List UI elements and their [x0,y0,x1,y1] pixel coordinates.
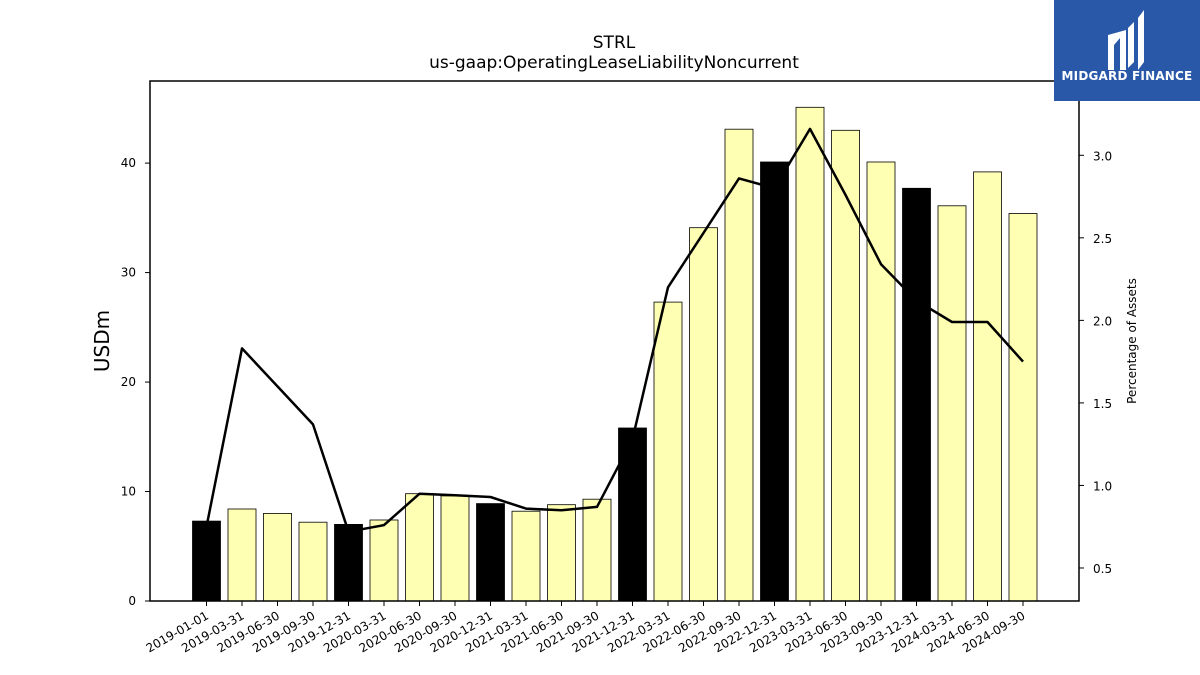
bar [618,427,647,602]
bar [369,519,399,602]
bar [547,504,576,602]
y-tick-label: 20 [121,375,136,389]
bar [724,128,754,602]
bar [973,171,1002,602]
bar [653,301,683,602]
bar [298,521,328,602]
y2-tick-label: 0.5 [1093,562,1112,576]
y2-tick-label: 2.5 [1093,232,1112,246]
bar [902,187,931,602]
bar [795,106,825,602]
plot-frame [149,80,1080,602]
y-tick-label: 30 [121,266,136,280]
bar [689,227,718,602]
y-tick-label: 10 [121,485,136,499]
brand-name: MIDGARD FINANCE [1061,69,1193,83]
bar [937,205,967,602]
bar [440,495,470,602]
logo-mark-icon [1108,10,1144,70]
bar [582,498,612,602]
bar [263,513,292,602]
y-tick-label: 0 [128,594,136,608]
bar [334,524,363,602]
bar [760,161,789,602]
plot-area: 0102030400.51.01.52.02.53.02019-01-01201… [121,80,1112,655]
bar [476,503,505,602]
y-axis-label: USDm [90,310,114,372]
chart-subtitle: us-gaap:OperatingLeaseLiabilityNoncurren… [429,53,799,73]
y2-axis-label: Percentage of Assets [1125,278,1139,404]
y2-tick-label: 1.0 [1093,479,1112,493]
percentage-line [205,127,1024,533]
y2-tick-label: 3.0 [1093,149,1112,163]
bar [227,508,257,602]
y-tick-label: 40 [121,156,136,170]
y2-tick-label: 2.0 [1093,314,1112,328]
bar [1008,213,1038,602]
bar [405,493,434,602]
bar [511,510,541,602]
bar [831,129,860,602]
y2-tick-label: 1.5 [1093,397,1112,411]
bar [866,161,896,602]
bar [192,520,221,602]
brand-logo: MIDGARD FINANCE [1054,0,1200,101]
chart-title: STRL [593,33,636,53]
